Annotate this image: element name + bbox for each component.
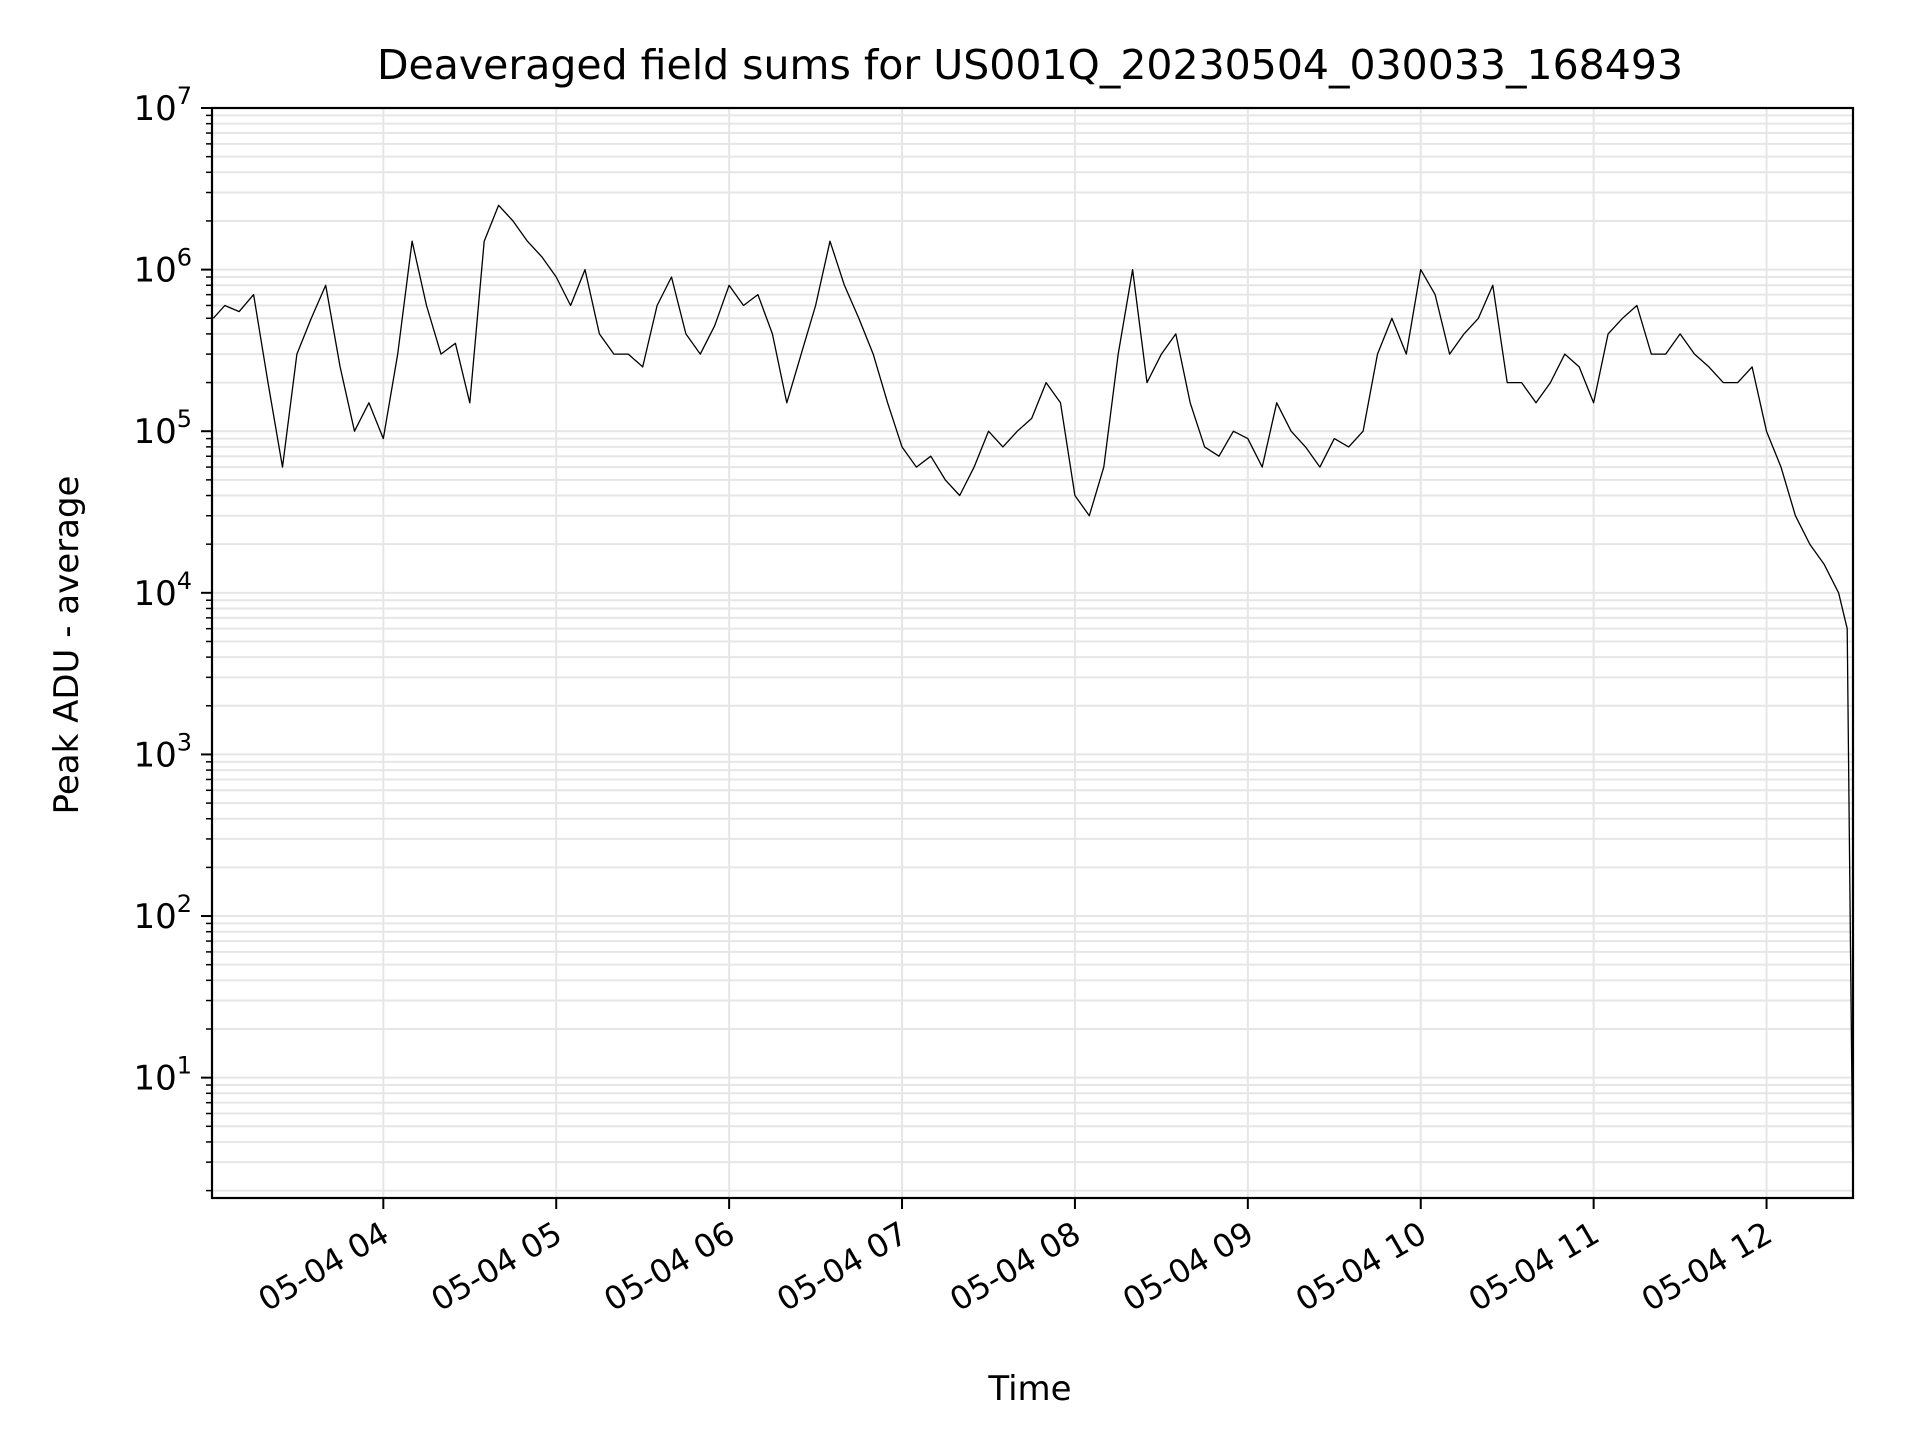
y-tick-base: 10 (133, 251, 176, 291)
y-tick-label: 106 (133, 244, 192, 291)
y-tick-exponent: 3 (177, 728, 192, 756)
major-grid (212, 107, 1853, 1198)
y-tick-exponent: 4 (177, 567, 192, 595)
y-tick-label: 104 (133, 567, 192, 614)
y-tick-base: 10 (133, 735, 176, 775)
y-tick-exponent: 6 (177, 244, 192, 272)
x-axis-label: Time (987, 1369, 1071, 1409)
y-tick-base: 10 (133, 412, 176, 452)
y-tick-label: 103 (133, 728, 192, 775)
y-tick-exponent: 2 (177, 890, 192, 918)
y-tick-base: 10 (133, 574, 176, 614)
axis-ticks (201, 107, 1768, 1209)
y-tick-label: 102 (133, 890, 192, 937)
y-tick-exponent: 1 (177, 1052, 192, 1080)
y-tick-base: 10 (133, 89, 176, 129)
y-tick-exponent: 7 (177, 82, 192, 110)
plot-frame (210, 106, 1855, 1200)
chart-title: Deaveraged field sums for US001Q_2023050… (377, 41, 1683, 89)
y-tick-base: 10 (133, 1059, 176, 1099)
y-tick-label: 107 (133, 82, 192, 129)
y-tick-base: 10 (133, 897, 176, 937)
minor-grid (212, 114, 1853, 1192)
y-tick-label: 101 (133, 1052, 192, 1099)
y-tick-exponent: 5 (177, 405, 192, 433)
y-axis-label: Peak ADU - average (47, 476, 87, 815)
series-line (212, 204, 1854, 1191)
y-tick-label: 105 (133, 405, 192, 452)
